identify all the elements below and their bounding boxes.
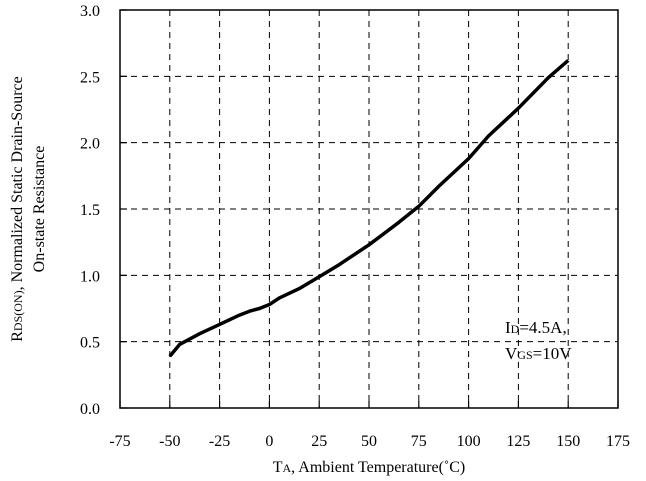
y-tick-label: 2.5 <box>80 69 100 86</box>
y-tick-label: 1.0 <box>80 268 100 285</box>
annotation-vgs-rest: =10V <box>533 344 573 363</box>
series-line-rds-on <box>168 59 570 358</box>
annotation-vgs-subscript: GS <box>517 348 532 362</box>
x-tick-label: 150 <box>556 433 580 450</box>
tick-labels: -75 -50 -25 0 25 50 75 100 125 150 175 0.0 0.5 1.0 1.5… <box>80 3 630 450</box>
y-axis-label-subscript: DS(ON) <box>11 290 25 331</box>
annotation-id-main: I <box>505 318 511 337</box>
x-tick-label: 75 <box>411 433 427 450</box>
x-tick-label: 50 <box>361 433 377 450</box>
x-tick-label: -25 <box>209 433 230 450</box>
x-tick-label: 125 <box>506 433 530 450</box>
axis-ticks <box>119 9 619 409</box>
x-tick-label: -75 <box>109 433 130 450</box>
y-tick-label: 3.0 <box>80 3 100 20</box>
x-axis-label-main: T <box>273 459 283 476</box>
annotation-id-subscript: D <box>511 322 520 336</box>
x-axis-label-rest: , Ambient Temperature(˚C) <box>291 459 465 476</box>
y-tick-label: 1.5 <box>80 202 100 219</box>
x-tick-label: 100 <box>457 433 481 450</box>
x-tick-label: 175 <box>606 433 630 450</box>
annotation-vgs-main: V <box>505 344 518 363</box>
y-axis-label-line1: RDS(ON), Normalized Static Drain-Source <box>9 76 26 342</box>
x-tick-label: -50 <box>159 433 180 450</box>
x-tick-label: 0 <box>265 433 273 450</box>
y-tick-label: 0.5 <box>80 335 100 352</box>
x-axis-label: TA, Ambient Temperature(˚C) <box>273 459 466 476</box>
condition-annotation-id: ID=4.5A, <box>505 318 567 337</box>
grid-lines <box>120 10 618 408</box>
condition-annotation-vgs: VGS=10V <box>505 344 572 363</box>
x-tick-label: 25 <box>311 433 327 450</box>
y-axis-label-main: R <box>9 331 26 342</box>
y-tick-label: 0.0 <box>80 401 100 418</box>
annotation-id-rest: =4.5A, <box>519 318 566 337</box>
y-axis-label-line2: On-state Resistance <box>31 146 48 273</box>
x-axis-label-subscript: A <box>283 461 292 475</box>
y-axis-label-rest: , Normalized Static Drain-Source <box>9 76 26 290</box>
y-tick-label: 2.0 <box>80 136 100 153</box>
